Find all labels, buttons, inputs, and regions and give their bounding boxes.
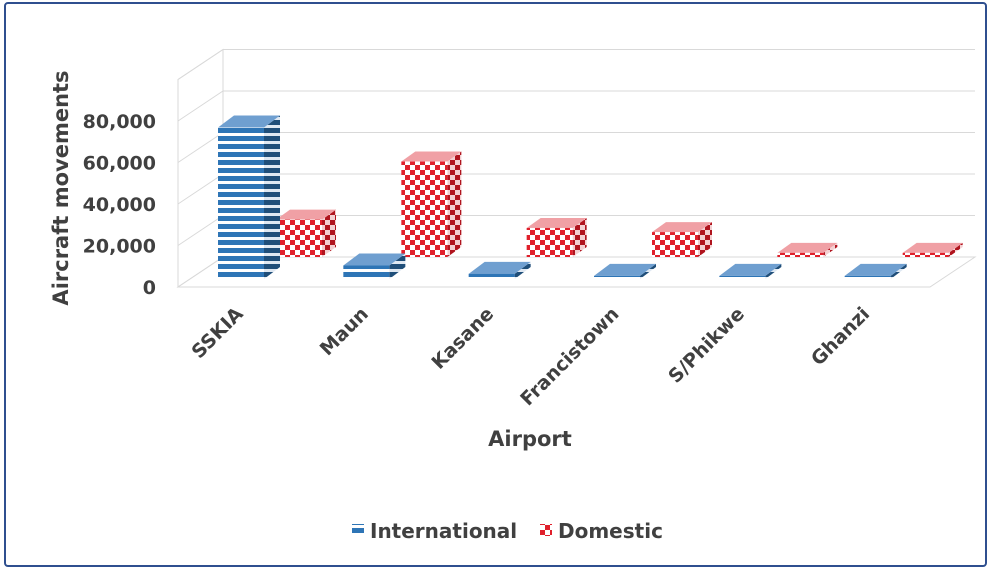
bar-international [719, 263, 782, 279]
y-tick-label: 60,000 [83, 153, 156, 175]
international-bars [218, 115, 907, 280]
bar-international [844, 263, 907, 279]
x-tick-label: S/Phikwe [664, 303, 749, 388]
gridline [177, 49, 975, 80]
y-axis-ticks: 0 20,000 40,000 60,000 80,000 [83, 111, 156, 299]
bar-international [218, 115, 280, 280]
gridline [177, 132, 975, 163]
domestic-bars [276, 151, 963, 257]
bar-domestic [401, 151, 462, 257]
bar-domestic [526, 217, 587, 257]
y-tick-label: 80,000 [83, 111, 156, 133]
y-tick-label: 40,000 [83, 194, 156, 216]
x-axis-title: Airport [488, 427, 572, 451]
x-tick-label: SSKIA [187, 303, 247, 363]
bar-international [468, 261, 531, 279]
x-axis-ticks: SSKIA Maun Kasane Francistown S/Phikwe Ghanzi [187, 303, 874, 411]
x-tick-label: Francistown [516, 303, 623, 410]
legend-item-domestic: Domestic [540, 519, 663, 543]
y-tick-label: 20,000 [83, 236, 156, 258]
gridline [177, 90, 975, 122]
bar-domestic [276, 209, 336, 257]
legend: International Domestic [352, 519, 663, 543]
x-tick-label: Kasane [427, 303, 498, 374]
bar-domestic [902, 242, 963, 257]
legend-label-domestic: Domestic [558, 519, 663, 543]
bar-international [594, 263, 656, 279]
legend-swatch-domestic [540, 524, 552, 536]
legend-swatch-international [352, 524, 364, 536]
bar-domestic [777, 242, 838, 257]
legend-label-international: International [370, 519, 517, 543]
y-tick-label: 0 [143, 277, 156, 299]
legend-item-international: International [352, 519, 517, 543]
x-tick-label: Maun [316, 303, 373, 360]
bar-international [343, 253, 406, 279]
x-tick-label: Ghanzi [807, 303, 874, 370]
y-axis-title: Aircraft movements [49, 70, 73, 305]
bar-domestic [652, 222, 712, 257]
gridline [177, 173, 975, 205]
